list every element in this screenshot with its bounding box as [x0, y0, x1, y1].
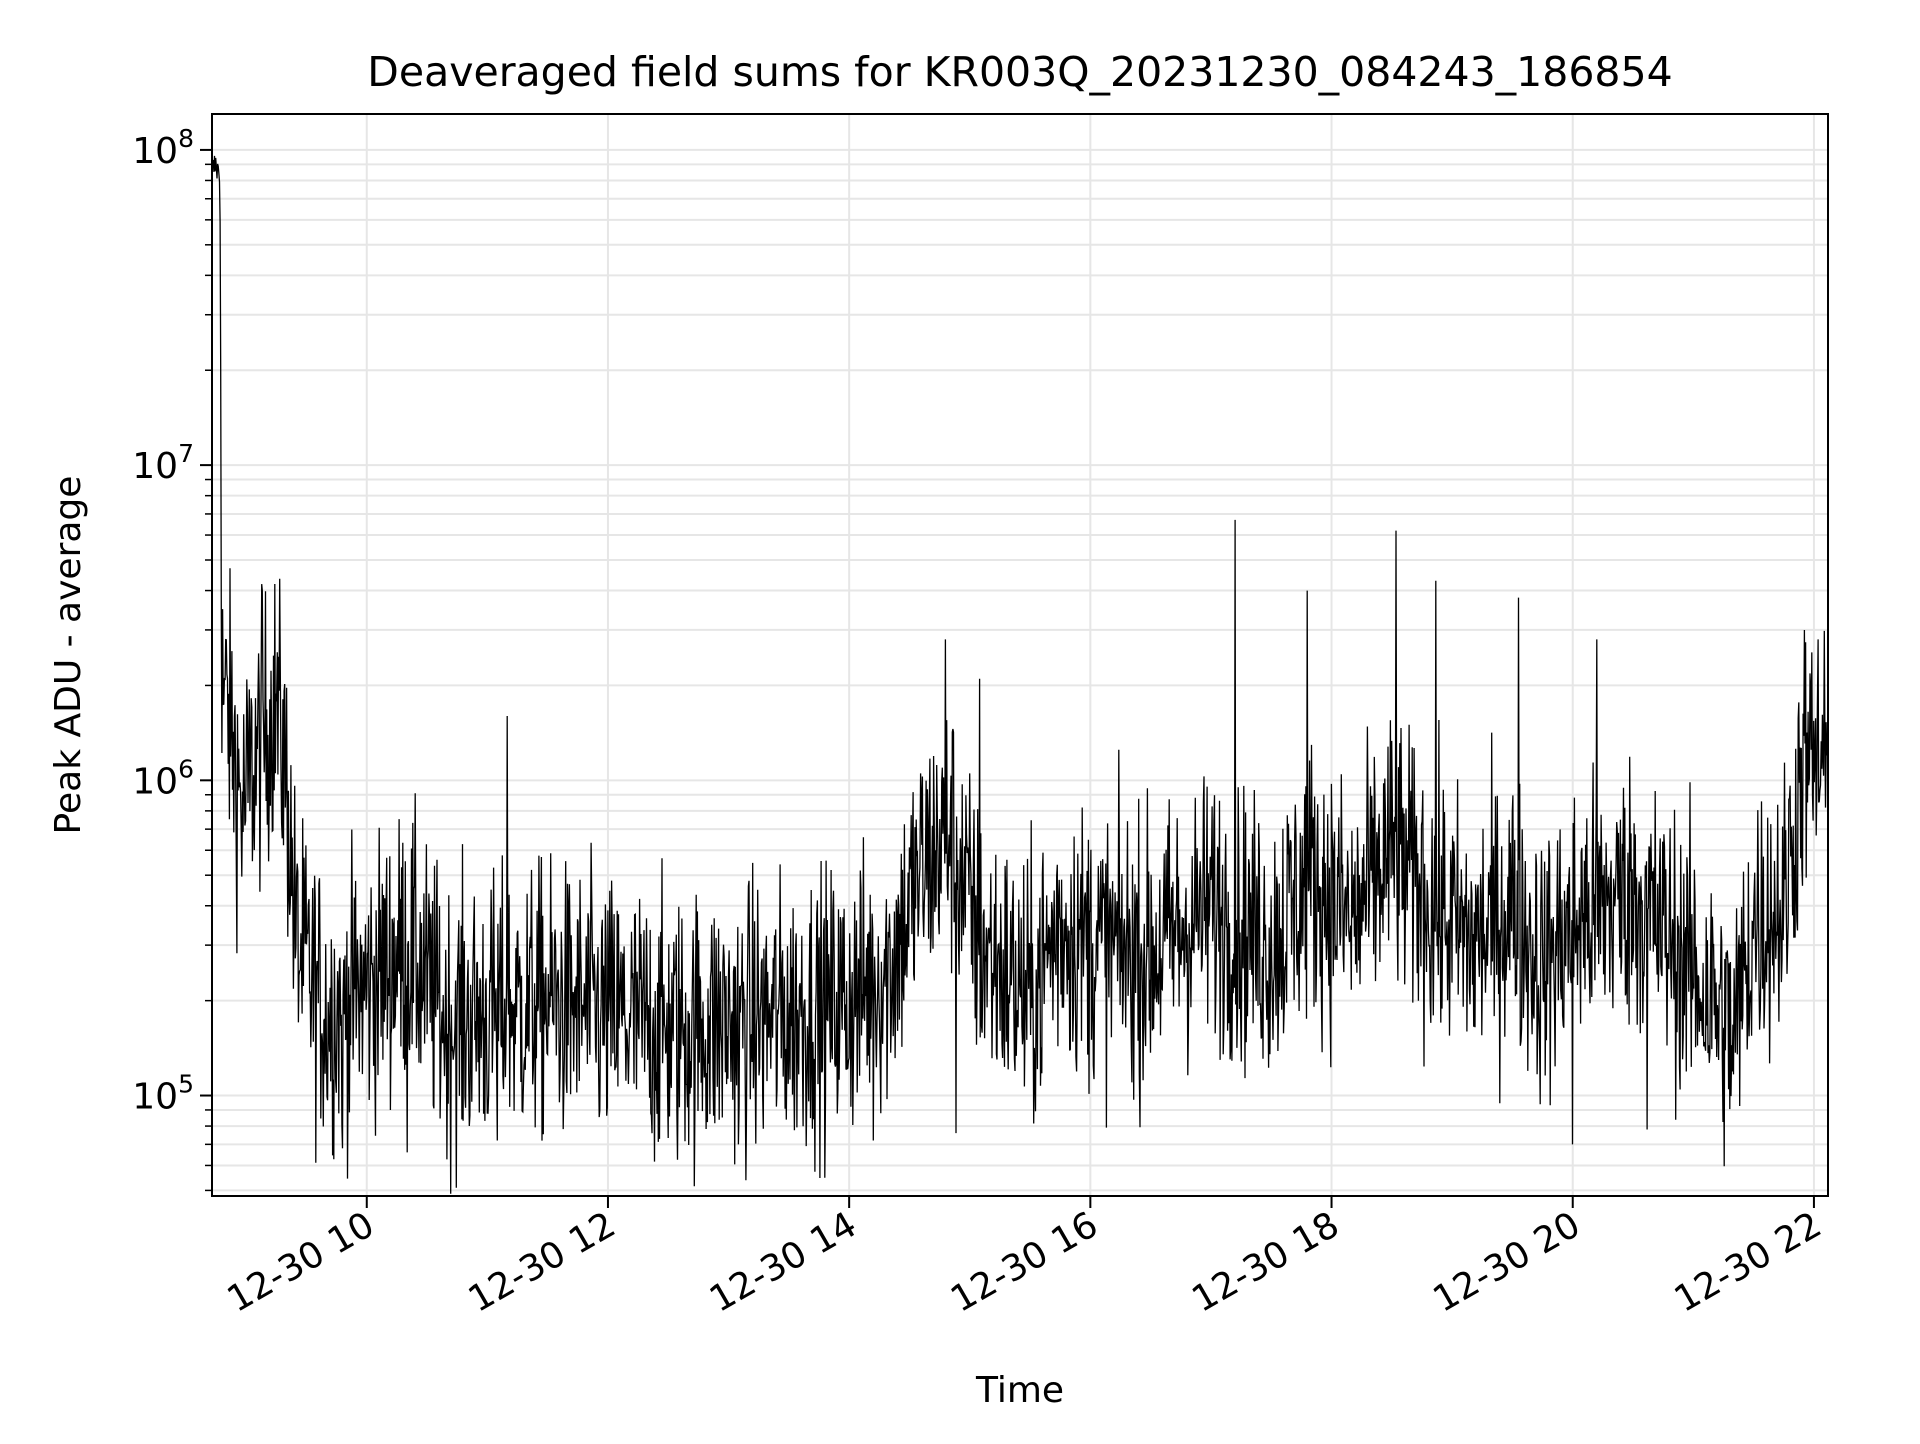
grid — [212, 114, 1828, 1196]
y-axis-ticks: 105 106 107 108 — [132, 124, 212, 1192]
y-tick-label: 105 — [132, 1070, 194, 1118]
y-tick-label: 106 — [132, 754, 194, 802]
chart-title: Deaveraged field sums for KR003Q_2023123… — [367, 48, 1672, 96]
series-line — [211, 155, 1829, 1194]
y-axis-label: Peak ADU - average — [48, 476, 89, 835]
y-tick-label: 107 — [132, 439, 194, 487]
y-tick-label: 108 — [132, 124, 194, 172]
data-series — [211, 155, 1829, 1194]
plot-frame — [211, 113, 1829, 1197]
x-axis-label: Time — [975, 1370, 1064, 1411]
